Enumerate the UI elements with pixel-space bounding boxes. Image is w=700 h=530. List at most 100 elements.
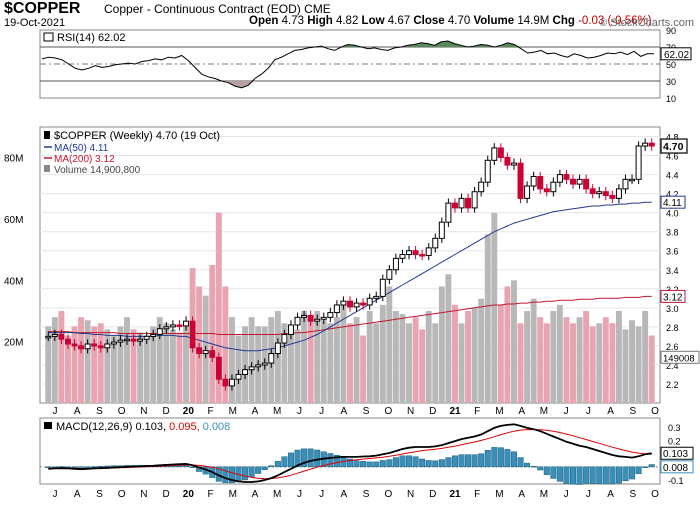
close-last-box	[660, 138, 688, 154]
volume-bar	[301, 311, 308, 403]
candle-body	[622, 178, 629, 190]
candle-body	[419, 254, 426, 257]
price-x-tick-label: N	[407, 406, 414, 417]
macd-x-tick-label: M	[495, 489, 503, 500]
volume-bar	[71, 326, 78, 403]
volume-bar	[497, 304, 504, 403]
candle-body	[281, 333, 288, 344]
price-x-tick-label: M	[540, 406, 548, 417]
volume-bar	[583, 311, 590, 403]
candle-body	[117, 339, 124, 343]
rsi-legend: RSI(14) 62.02	[57, 32, 125, 44]
macd-histogram-bar	[478, 453, 485, 468]
candle-body	[451, 202, 458, 209]
macd-histogram-bar	[386, 459, 393, 468]
macd-histogram-bar	[570, 466, 577, 485]
macd-histogram-bar	[491, 447, 498, 468]
low-label: Low	[361, 15, 385, 27]
candle-body	[517, 162, 524, 199]
volume-bar	[163, 323, 170, 403]
macd-panel-frame	[39, 417, 661, 485]
price-x-tick-label: A	[607, 406, 614, 417]
price-y-tick-label: 2.6	[666, 342, 679, 352]
candle-body	[97, 345, 104, 349]
volume-bar	[511, 280, 517, 403]
price-x-tick-label: M	[495, 406, 503, 417]
change-value: -0.03 (-0.56%)	[578, 15, 652, 27]
volume-bar	[399, 314, 406, 403]
volume-bar	[484, 234, 491, 403]
candle-body	[465, 197, 472, 209]
volume-bar	[550, 311, 557, 403]
macd-x-tick-label: M	[229, 489, 237, 500]
macd-histogram-bar	[537, 466, 544, 471]
volume-bar	[412, 317, 419, 403]
volume-bar	[596, 323, 603, 403]
volume-bar	[110, 335, 117, 403]
volume-bar	[183, 326, 189, 403]
macd-last-value: 0.103	[663, 449, 688, 460]
candle-body	[583, 178, 590, 190]
price-y-tick-label: 3.2	[666, 285, 679, 295]
volume-bar	[589, 326, 596, 403]
price-x-tick-label: A	[74, 406, 81, 417]
candle-body	[360, 302, 367, 306]
price-y-tick-label: 4.6	[666, 152, 679, 162]
macd-histogram-bar	[274, 461, 281, 468]
macd-histogram-bar	[268, 465, 275, 468]
macd-histogram-bar	[301, 448, 308, 468]
volume-bar	[537, 317, 544, 403]
volume-bar	[379, 304, 386, 403]
price-x-tick-label: D	[429, 406, 436, 417]
volume-bar	[445, 274, 452, 403]
candle-body	[353, 302, 360, 308]
macd-histogram-bar	[58, 466, 65, 468]
macd-histogram-bar	[327, 453, 334, 468]
candle-body	[491, 147, 498, 161]
price-x-tick-label: O	[118, 406, 126, 417]
candle-body	[347, 300, 353, 308]
high-value: 4.82	[335, 15, 359, 27]
macd-x-tick-label: F	[208, 489, 214, 500]
macd-x-tick-label: O	[384, 489, 392, 500]
macd-histogram-bar	[465, 454, 472, 468]
candle-body	[45, 335, 52, 339]
volume-legend-swatch	[44, 165, 50, 172]
volume-bar	[406, 323, 412, 403]
candle-body	[478, 181, 485, 193]
macd-histogram-bar	[307, 448, 314, 468]
macd-x-tick-label: M	[273, 489, 281, 500]
price-y-tick-label: 2.2	[666, 380, 679, 390]
volume-bar	[288, 326, 294, 403]
candle-body	[458, 197, 465, 209]
volume-bar	[392, 311, 399, 403]
volume-y-tick-label: 20M	[4, 338, 23, 349]
macd-x-tick-label: S	[629, 489, 636, 500]
macd-histogram-bar	[550, 466, 557, 479]
macd-histogram-bar	[71, 466, 78, 468]
candle-body	[228, 378, 235, 387]
price-x-tick-label: M	[273, 406, 281, 417]
ma200-last-box	[660, 289, 686, 303]
macd-x-tick-label: A	[341, 489, 348, 500]
volume-bar	[130, 329, 137, 403]
volume-last-box	[660, 350, 700, 364]
macd-hist-last-box	[660, 460, 694, 474]
volume-bar	[327, 323, 334, 403]
macd-histogram-bar	[373, 461, 380, 468]
ma50-legend: MA(50) 4.11	[54, 143, 109, 154]
volume-bar	[635, 326, 642, 403]
price-x-tick-label: J	[319, 406, 324, 417]
candle-body	[287, 324, 294, 335]
candle-body	[510, 162, 517, 166]
candle-body	[596, 191, 603, 195]
copyright-notice[interactable]: © StockCharts.com	[599, 17, 694, 29]
candle-body	[169, 324, 176, 328]
instrument-description: Copper - Continuous Contract (EOD)	[104, 2, 301, 16]
volume-bar	[556, 304, 563, 403]
candle-body	[471, 191, 478, 209]
price-x-tick-label: N	[140, 406, 147, 417]
macd-histogram-bar	[104, 465, 111, 468]
candle-body	[320, 316, 327, 320]
candle-body	[84, 343, 91, 350]
